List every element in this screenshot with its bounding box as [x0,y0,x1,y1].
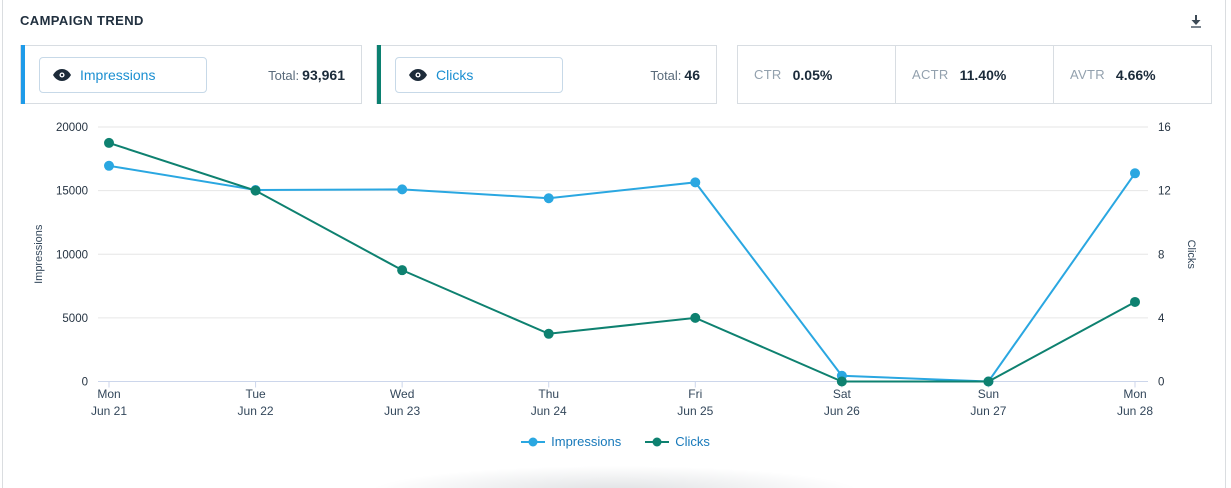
stat-ctr: CTR 0.05% [738,46,896,103]
impressions-toggle-button[interactable]: Impressions [39,56,207,93]
lower-panel-shadow [305,460,925,488]
kpi-stats-strip: CTR 0.05% ACTR 11.40% AVTR 4.66% [737,45,1212,104]
svg-text:Sat: Sat [833,387,852,401]
impressions-card: Impressions Total: 93,961 [20,45,362,104]
svg-text:0: 0 [1158,377,1164,389]
svg-text:Jun 21: Jun 21 [91,404,127,418]
svg-text:Jun 23: Jun 23 [384,404,420,418]
svg-text:Clicks: Clicks [1185,240,1197,270]
impressions-accent-bar [21,45,25,104]
eye-icon [409,68,427,81]
stat-avtr-label: AVTR [1070,67,1105,82]
svg-text:15000: 15000 [56,186,88,198]
panel-right-border [1225,0,1226,488]
svg-text:Jun 22: Jun 22 [238,404,274,418]
svg-text:Jun 24: Jun 24 [531,404,567,418]
page-title: CAMPAIGN TREND [20,13,144,28]
clicks-total: Total: 46 [650,67,716,83]
svg-text:4: 4 [1158,313,1165,325]
legend-label-clicks: Clicks [675,434,710,449]
clicks-card: Clicks Total: 46 [376,45,717,104]
stat-actr: ACTR 11.40% [896,46,1054,103]
clicks-toggle-label: Clicks [436,66,474,83]
svg-text:Jun 25: Jun 25 [677,404,713,418]
impressions-total-value: 93,961 [302,66,345,83]
clicks-total-value: 46 [684,66,700,83]
svg-text:Jun 28: Jun 28 [1117,404,1153,418]
stat-actr-value: 11.40% [959,66,1007,83]
svg-text:Jun 27: Jun 27 [970,404,1006,418]
legend-item-impressions[interactable]: Impressions [521,434,621,449]
stat-ctr-value: 0.05% [792,66,833,83]
legend-marker-clicks-icon [645,437,670,446]
svg-text:Mon: Mon [1123,387,1146,401]
impressions-total-label: Total: [268,67,300,83]
svg-text:Tue: Tue [245,387,266,401]
svg-text:16: 16 [1158,122,1171,134]
svg-text:Mon: Mon [97,387,120,401]
svg-text:8: 8 [1158,249,1164,261]
legend-marker-impressions-icon [521,437,546,446]
eye-icon [53,68,71,81]
trend-chart: 0 5000 10000 15000 20000 0 4 8 12 16 Mon Jun 21 Tue J… [33,122,1197,418]
download-icon [1191,15,1201,28]
chart-legend: Impressions Clicks [0,434,1231,449]
svg-text:Sun: Sun [978,387,999,401]
legend-item-clicks[interactable]: Clicks [645,434,710,449]
stat-actr-label: ACTR [912,67,949,82]
svg-text:10000: 10000 [56,249,88,261]
svg-text:12: 12 [1158,186,1171,198]
svg-text:0: 0 [82,377,88,389]
clicks-total-label: Total: [650,67,682,83]
svg-text:Fri: Fri [688,387,702,401]
stat-avtr-value: 4.66% [1115,66,1156,83]
download-button[interactable] [1184,10,1208,34]
clicks-accent-bar [377,45,381,104]
svg-text:5000: 5000 [62,313,88,325]
svg-text:Jun 26: Jun 26 [824,404,860,418]
legend-label-impressions: Impressions [551,434,622,449]
clicks-toggle-button[interactable]: Clicks [395,56,563,93]
stat-avtr: AVTR 4.66% [1054,46,1211,103]
impressions-total: Total: 93,961 [268,67,361,83]
svg-text:20000: 20000 [56,122,88,134]
svg-text:Impressions: Impressions [33,224,45,284]
stat-ctr-label: CTR [754,67,782,82]
svg-text:Thu: Thu [538,387,559,401]
panel-left-border [2,0,3,488]
impressions-toggle-label: Impressions [80,66,156,83]
svg-text:Wed: Wed [390,387,414,401]
